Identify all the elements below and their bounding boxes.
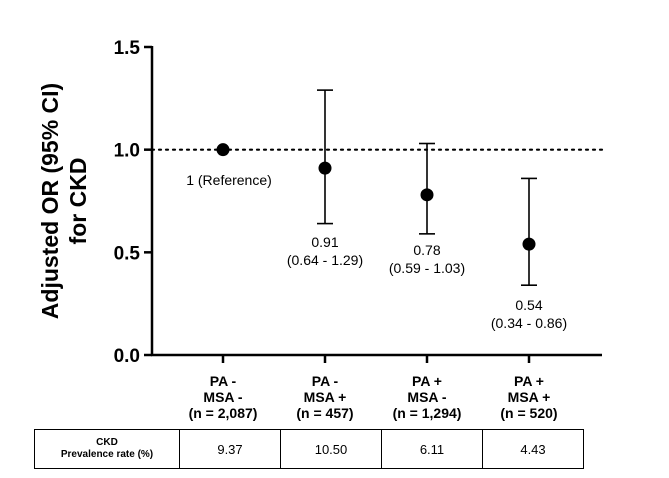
- point-annotation: 0.78: [413, 242, 440, 258]
- prevalence-row-header-line1: CKD: [96, 437, 118, 448]
- x-category-label: MSA +: [508, 389, 551, 405]
- point-annotation: (0.64 - 1.29): [287, 252, 363, 268]
- x-category-label: PA +: [412, 373, 442, 389]
- x-category-label: (n = 2,087): [189, 405, 258, 421]
- data-point: [216, 143, 230, 157]
- data-point: [420, 188, 434, 202]
- point-annotation: (0.34 - 0.86): [491, 315, 567, 331]
- x-category-label: PA -: [210, 373, 237, 389]
- prevalence-row-header: CKD Prevalence rate (%): [34, 429, 180, 469]
- prevalence-row-header-line2: Prevalence rate (%): [60, 449, 154, 460]
- x-category-label: MSA -: [407, 389, 446, 405]
- x-category-label: MSA -: [203, 389, 242, 405]
- point-annotation: 0.91: [311, 234, 338, 250]
- x-category-label: MSA +: [304, 389, 347, 405]
- x-category-label: PA +: [514, 373, 544, 389]
- y-axis-title: for CKD: [65, 158, 91, 245]
- y-tick-label: 0.5: [114, 243, 141, 264]
- prevalence-value: 6.11: [381, 429, 483, 469]
- y-tick-label: 1.5: [114, 38, 141, 59]
- prevalence-table: CKD Prevalence rate (%) 9.37 10.50 6.11 …: [34, 429, 584, 469]
- prevalence-value: 10.50: [280, 429, 382, 469]
- point-annotation: 1 (Reference): [186, 172, 272, 188]
- x-category-label: (n = 457): [296, 405, 353, 421]
- prevalence-row: CKD Prevalence rate (%) 9.37 10.50 6.11 …: [34, 429, 584, 469]
- x-category-label: (n = 520): [500, 405, 557, 421]
- point-annotation: (0.59 - 1.03): [389, 260, 465, 276]
- x-category-label: PA -: [312, 373, 339, 389]
- x-category-label: (n = 1,294): [393, 405, 462, 421]
- prevalence-value: 9.37: [179, 429, 281, 469]
- y-tick-label: 0.0: [114, 346, 140, 367]
- data-point: [318, 161, 332, 175]
- point-annotation: 0.54: [515, 297, 542, 313]
- prevalence-value: 4.43: [482, 429, 584, 469]
- y-axis-title: Adjusted OR (95% CI): [37, 83, 63, 319]
- y-tick-label: 1.0: [114, 141, 140, 162]
- data-point: [522, 237, 536, 251]
